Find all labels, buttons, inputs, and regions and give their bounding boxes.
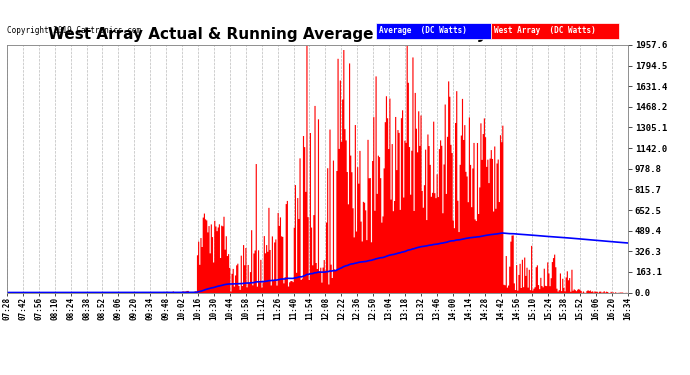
FancyBboxPatch shape xyxy=(377,23,491,39)
Text: West Array  (DC Watts): West Array (DC Watts) xyxy=(494,26,596,35)
Text: Average  (DC Watts): Average (DC Watts) xyxy=(380,26,467,35)
Title: West Array Actual & Running Average Power Mon Jan 14 16:37: West Array Actual & Running Average Powe… xyxy=(48,27,586,42)
Text: Copyright 2019 Cartronics.com: Copyright 2019 Cartronics.com xyxy=(7,26,141,35)
FancyBboxPatch shape xyxy=(491,23,618,39)
